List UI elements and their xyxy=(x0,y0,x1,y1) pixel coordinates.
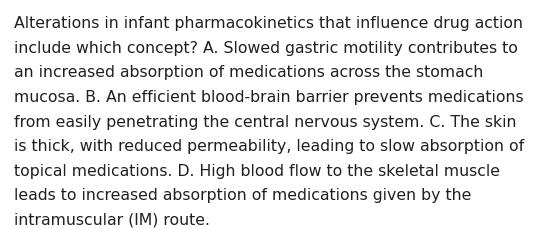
Text: an increased absorption of medications across the stomach: an increased absorption of medications a… xyxy=(14,65,483,80)
Text: mucosa. B. An efficient blood-brain barrier prevents medications: mucosa. B. An efficient blood-brain barr… xyxy=(14,90,523,104)
Text: leads to increased absorption of medications given by the: leads to increased absorption of medicat… xyxy=(14,188,472,202)
Text: intramuscular (IM) route.: intramuscular (IM) route. xyxy=(14,212,210,227)
Text: include which concept? A. Slowed gastric motility contributes to: include which concept? A. Slowed gastric… xyxy=(14,41,518,55)
Text: Alterations in infant pharmacokinetics that influence drug action: Alterations in infant pharmacokinetics t… xyxy=(14,16,523,31)
Text: is thick, with reduced permeability, leading to slow absorption of: is thick, with reduced permeability, lea… xyxy=(14,139,524,153)
Text: topical medications. D. High blood flow to the skeletal muscle: topical medications. D. High blood flow … xyxy=(14,163,500,178)
Text: from easily penetrating the central nervous system. C. The skin: from easily penetrating the central nerv… xyxy=(14,114,517,129)
